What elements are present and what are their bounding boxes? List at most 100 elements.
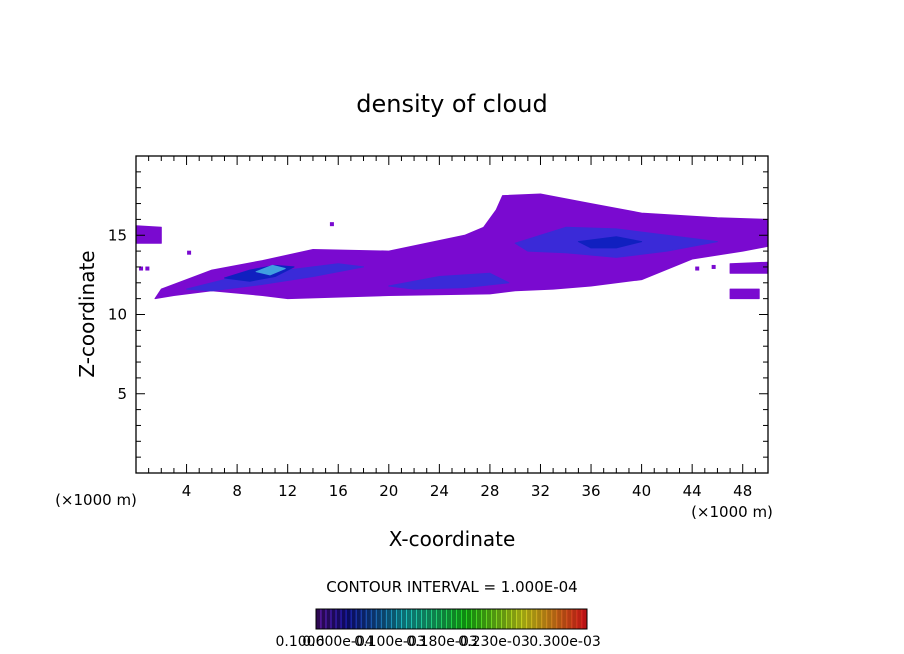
colorbar-swatch [355,608,362,630]
y-tick-label: 10 [108,306,127,324]
contour-speckle [139,266,144,271]
colorbar [315,608,588,630]
colorbar-swatch [511,608,518,630]
contour-speckle [187,250,192,255]
colorbar-swatch [441,608,447,630]
y-axis-label: Z-coordinate [75,250,99,377]
colorbar-swatch [385,608,392,630]
colorbar-swatch [501,608,508,630]
colorbar-swatch [561,608,568,630]
colorbar-swatch [496,608,502,630]
colorbar-label: 0.230e-03 [458,634,530,650]
x-tick-label: 36 [581,482,600,500]
x-tick-label: 28 [480,482,499,500]
contour-region-level-1 [135,225,162,244]
colorbar-swatch [395,608,402,630]
x-axis-ticks: 4 8 12 16 20 24 28 32 36 40 44 48 [148,156,756,500]
contour-interval-label: CONTOUR INTERVAL = 1.000E-04 [326,578,577,596]
x-unit-label: (×1000 m) [691,503,773,521]
contour-region-level-1 [729,288,760,300]
colorbar-swatch [481,608,487,630]
colorbar-swatch [411,608,417,630]
colorbar-swatch [536,608,543,630]
colorbar-swatch [486,608,492,630]
colorbar-label: 0.1000 [276,634,325,650]
colorbar-swatch [456,608,462,630]
colorbar-swatch [491,608,497,630]
colorbar-swatch [461,608,467,630]
colorbar-swatch [375,608,382,630]
contour-region-level-2 [388,272,510,290]
contour-speckle [329,222,334,227]
x-tick-label: 48 [733,482,752,500]
colorbar-label: 0.600e-04 [302,634,374,650]
y-axis-ticks: 5 10 15 [108,171,768,458]
x-tick-label: 44 [683,482,702,500]
colorbar-swatch [471,608,477,630]
x-axis-label: X-coordinate [389,527,516,551]
contour-speckle [711,264,716,269]
colorbar-swatch [531,608,538,630]
x-tick-label: 24 [430,482,449,500]
colorbar-swatch [390,608,397,630]
colorbar-swatch [466,608,472,630]
colorbar-swatch [576,608,583,630]
colorbar-swatch [526,608,533,630]
plot-frame [135,155,769,474]
colorbar-swatch [541,608,548,630]
colorbar-swatch [516,608,523,630]
colorbar-swatch [551,608,558,630]
colorbar-swatch [431,608,437,630]
colorbar-swatch [426,608,432,630]
colorbar-swatch [571,608,578,630]
contour-region-level-3 [577,236,643,249]
colorbar-swatch [451,608,457,630]
colorbar-swatch [350,608,357,630]
colorbar-swatch [365,608,372,630]
colorbar-swatch [340,608,347,630]
colorbar-swatch [436,608,442,630]
x-tick-label: 8 [232,482,242,500]
colorbar-swatch [566,608,573,630]
colorbar-swatch [446,608,452,630]
colorbar-swatch [370,608,377,630]
colorbar-swatch [315,608,322,630]
x-tick-label: 32 [531,482,550,500]
chart-title: density of cloud [356,90,547,118]
colorbar-label: 0.180e-03 [406,634,478,650]
colorbar-swatch [506,608,513,630]
x-tick-label: 20 [379,482,398,500]
colorbar-swatch [345,608,352,630]
colorbar-swatch [401,608,407,630]
colorbar-swatch [325,608,332,630]
colorbar-swatch [360,608,367,630]
colorbar-swatch [320,608,327,630]
contour-region-level-4 [255,264,286,276]
colorbar-swatch [335,608,342,630]
contour-speckle [695,266,700,271]
colorbar-swatch [556,608,563,630]
z-unit-label: (×1000 m) [55,491,137,509]
colorbar-swatch [330,608,337,630]
contour-region-level-1 [729,261,769,274]
x-tick-label: 12 [278,482,297,500]
colorbar-swatch [546,608,553,630]
colorbar-swatch [581,608,588,630]
contour-speckle [145,266,150,271]
colorbar-label: 0.100e-03 [354,634,426,650]
colorbar-swatch [406,608,412,630]
colorbar-frame [315,608,588,630]
colorbar-swatch [416,608,422,630]
colorbar-swatch [380,608,387,630]
colorbar-labels: 0.10000.600e-040.100e-030.180e-030.230e-… [276,634,601,650]
x-tick-label: 16 [329,482,348,500]
contour-regions [135,193,769,300]
colorbar-label: 0.300e-03 [529,634,601,650]
y-tick-label: 15 [108,226,127,244]
x-tick-label: 40 [632,482,651,500]
colorbar-swatch [421,608,427,630]
x-tick-label: 4 [182,482,192,500]
colorbar-swatch [521,608,528,630]
colorbar-swatch [476,608,482,630]
